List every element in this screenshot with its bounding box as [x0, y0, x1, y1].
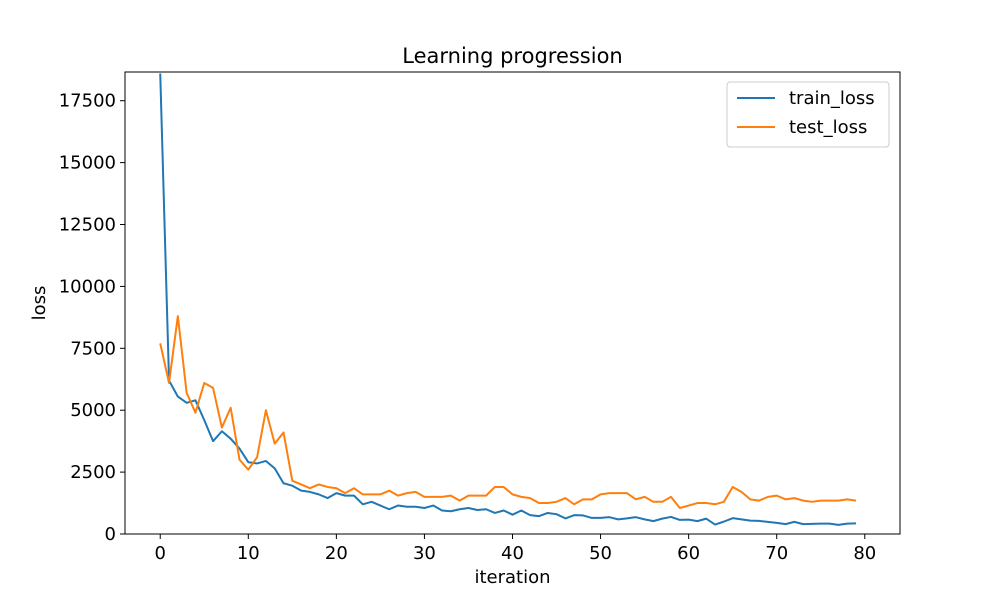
series-line-test-loss	[159, 315, 857, 509]
y-tick-label: 17500	[59, 91, 116, 112]
x-tick-label: 40	[501, 543, 524, 564]
y-tick-label: 7500	[70, 338, 116, 359]
chart-title: Learning progression	[402, 44, 623, 68]
legend-label-test-loss: test_loss	[789, 117, 867, 138]
x-tick-label: 10	[237, 543, 260, 564]
y-tick-label: 5000	[70, 400, 116, 421]
y-tick-label: 10000	[59, 276, 116, 297]
x-tick-label: 20	[325, 543, 348, 564]
y-tick-label: 0	[105, 524, 116, 545]
x-axis-label: iteration	[474, 567, 550, 588]
legend-label-train-loss: train_loss	[789, 88, 875, 109]
x-tick-label: 70	[765, 543, 788, 564]
x-tick-label: 60	[677, 543, 700, 564]
x-tick-label: 0	[155, 543, 166, 564]
x-tick-label: 50	[589, 543, 612, 564]
x-tick-label: 80	[853, 543, 876, 564]
series-line-train-loss	[159, 73, 856, 526]
plot-area	[159, 73, 857, 526]
y-axis-label: loss	[29, 286, 50, 321]
y-tick-label: 2500	[70, 462, 116, 483]
x-tick-label: 30	[413, 543, 436, 564]
axis-ticks: 0 10 20 30 40 50 60 70 80 0 2500 5000 7500 10000 12500…	[59, 91, 876, 564]
y-tick-label: 15000	[59, 153, 116, 174]
legend: train_loss test_loss	[726, 81, 890, 148]
y-tick-label: 12500	[59, 215, 116, 236]
